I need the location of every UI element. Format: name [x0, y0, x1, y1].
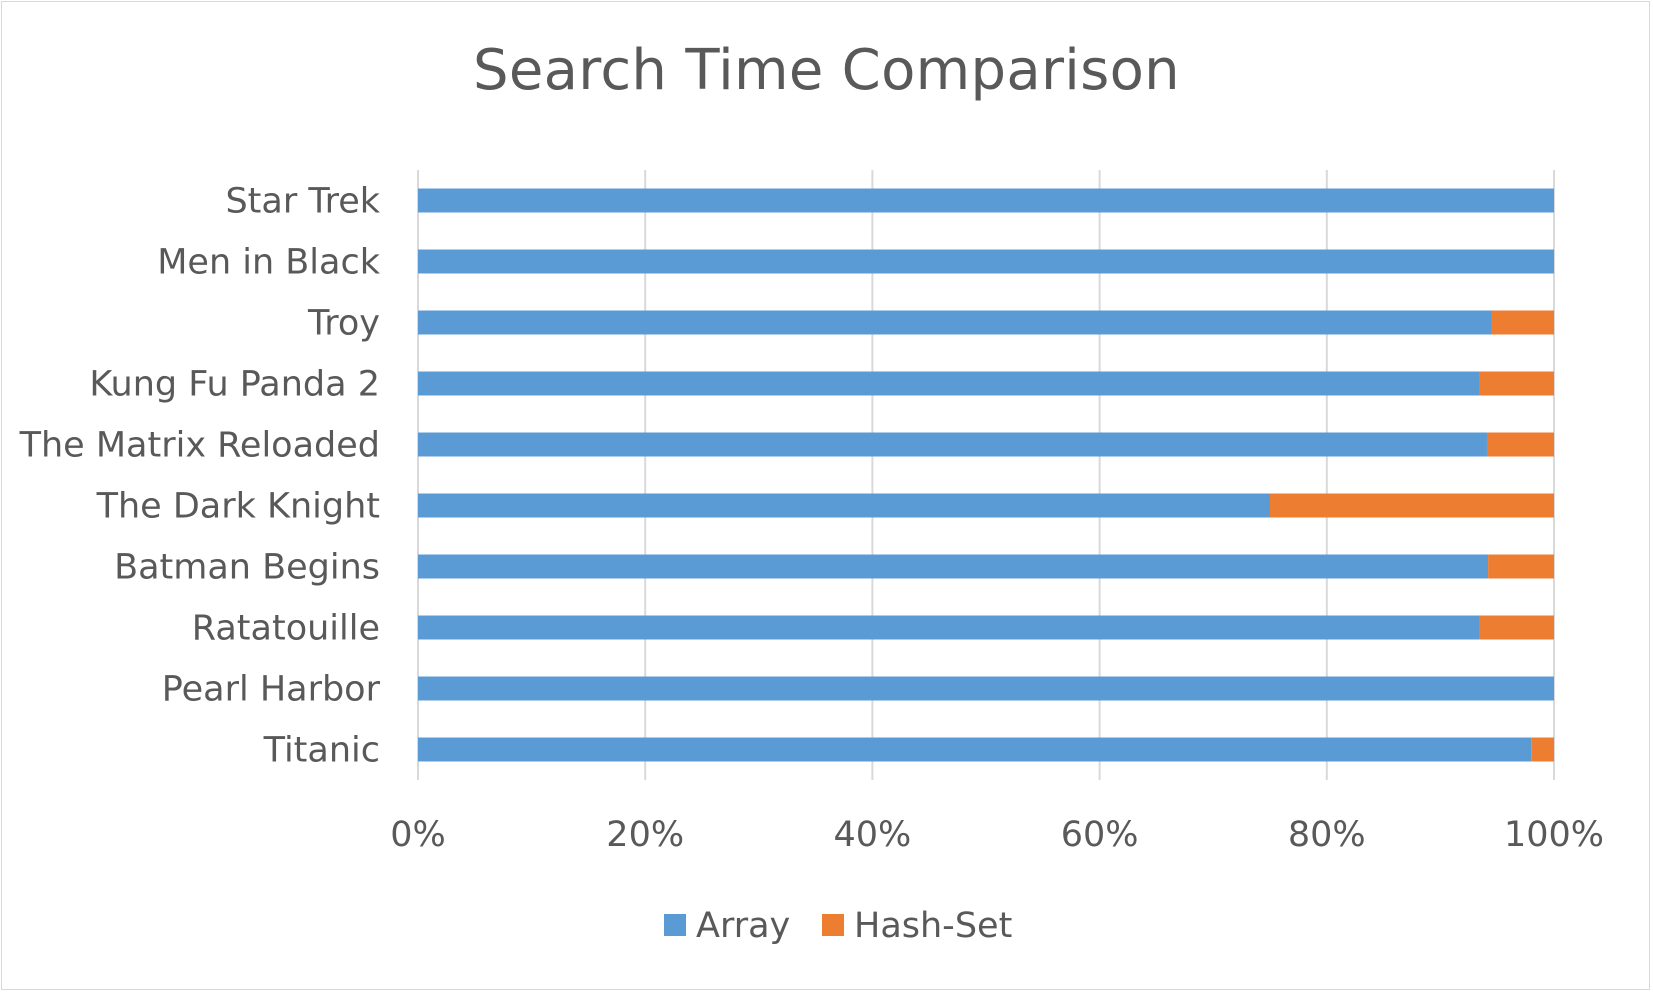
x-tick-labels: 0% 20% 40% 60% 80% 100%	[390, 815, 1604, 855]
bar-segment-hash-set	[1488, 554, 1554, 579]
x-tick-label: 20%	[606, 815, 684, 855]
bar-segment-array	[418, 493, 1270, 518]
x-tick-label: 80%	[1288, 815, 1366, 855]
category-label: Titanic	[263, 731, 380, 771]
legend-label: Array	[696, 906, 790, 946]
bar-segment-array	[418, 188, 1554, 213]
category-labels: Star Trek Men in Black Troy Kung Fu Panda 2…	[19, 182, 381, 771]
bar-segment-hash-set	[1531, 737, 1554, 762]
chart-title: Search Time Comparison	[473, 38, 1180, 103]
category-label: The Matrix Reloaded	[19, 426, 380, 466]
bar-segment-array	[418, 554, 1489, 579]
bar-segment-hash-set	[1486, 432, 1554, 457]
category-label: Star Trek	[225, 182, 380, 222]
x-tick-label: 60%	[1061, 815, 1139, 855]
bar-segment-hash-set	[1491, 310, 1554, 335]
bars	[418, 188, 1554, 762]
bar-segment-hash-set	[1479, 615, 1554, 640]
category-label: Pearl Harbor	[162, 670, 381, 710]
bar-segment-array	[418, 310, 1492, 335]
category-label: The Dark Knight	[96, 487, 380, 527]
legend-swatch	[822, 914, 844, 936]
bar-segment-array	[418, 249, 1554, 274]
category-label: Kung Fu Panda 2	[89, 365, 380, 405]
category-label: Troy	[307, 304, 380, 344]
x-tick-label: 100%	[1504, 815, 1604, 855]
legend: Array Hash-Set	[664, 906, 1012, 946]
legend-label: Hash-Set	[854, 906, 1012, 946]
bar-segment-array	[418, 371, 1480, 396]
bar-segment-hash-set	[1479, 371, 1554, 396]
x-tick-label: 40%	[834, 815, 912, 855]
category-label: Ratatouille	[192, 609, 380, 649]
bar-segment-array	[418, 432, 1487, 457]
category-label: Men in Black	[157, 243, 380, 283]
bar-segment-array	[418, 615, 1480, 640]
x-tick-label: 0%	[390, 815, 446, 855]
bar-segment-hash-set	[1270, 493, 1554, 518]
category-label: Batman Begins	[114, 548, 380, 588]
bar-segment-array	[418, 737, 1532, 762]
bar-segment-array	[418, 676, 1554, 701]
legend-swatch	[664, 914, 686, 936]
